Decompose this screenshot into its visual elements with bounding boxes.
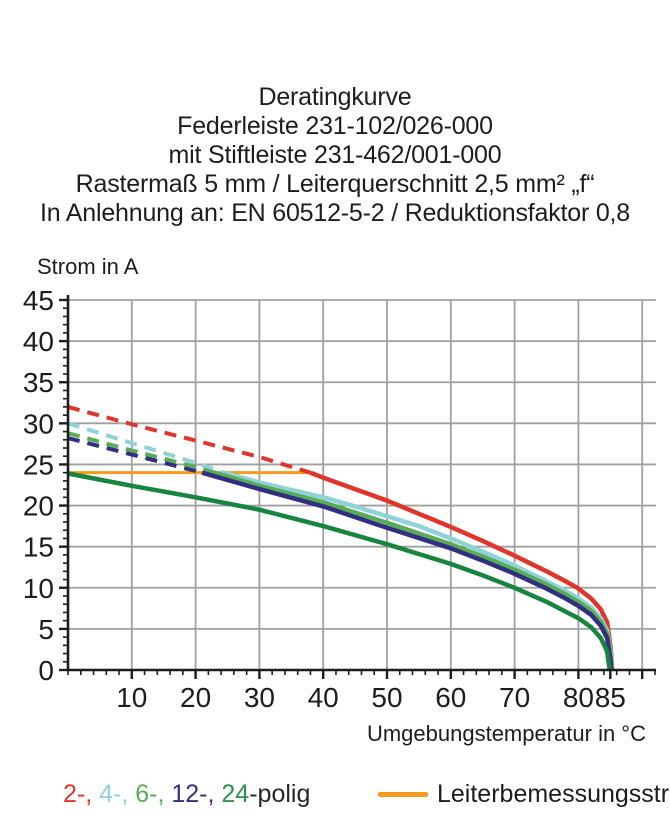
title-line-1: Deratingkurve bbox=[258, 83, 412, 111]
x-tick-label: 70 bbox=[499, 682, 530, 713]
x-tick-label: 20 bbox=[180, 682, 211, 713]
curve-solid-6-polig bbox=[214, 470, 614, 671]
y-tick-label: 30 bbox=[23, 408, 54, 439]
y-tick-label: 40 bbox=[23, 326, 54, 357]
title-line-2: Federleiste 231-102/026-000 bbox=[177, 112, 493, 140]
legend-pole-label: 6-, bbox=[135, 780, 172, 808]
title-line-3: mit Stiftleiste 231-462/001-000 bbox=[168, 141, 502, 169]
y-tick-label: 5 bbox=[38, 614, 54, 645]
curve-dashed-4-polig bbox=[67, 421, 225, 475]
curve-dashed-2-polig bbox=[67, 404, 311, 475]
legend-pole-label: 24 bbox=[221, 780, 250, 808]
legend-pole-label: -polig bbox=[249, 780, 311, 808]
legend-pole-label: 4-, bbox=[99, 780, 136, 808]
title-line-5: In Anlehnung an: EN 60512-5-2 / Reduktio… bbox=[39, 199, 630, 227]
y-tick-label: 10 bbox=[23, 573, 54, 604]
x-tick-label: 80 bbox=[563, 682, 594, 713]
legend-row: 2-, 4-, 6-, 12-, 24-polig Leiterbemessun… bbox=[0, 780, 670, 820]
y-tick-label: 35 bbox=[23, 367, 54, 398]
title-line-4: Rastermaß 5 mm / Leiterquerschnitt 2,5 m… bbox=[75, 170, 595, 198]
x-tick-label: 50 bbox=[371, 682, 402, 713]
x-tick-label: 10 bbox=[116, 682, 147, 713]
y-tick-label: 45 bbox=[23, 285, 54, 316]
x-tick-label: 30 bbox=[244, 682, 275, 713]
y-tick-label: 20 bbox=[23, 491, 54, 522]
x-tick-label: 85 bbox=[595, 682, 626, 713]
y-tick-label: 0 bbox=[38, 655, 54, 686]
ticks bbox=[59, 298, 656, 679]
legend-pole-counts: 2-, 4-, 6-, 12-, 24-polig bbox=[63, 780, 310, 809]
y-axis-title: Strom in A bbox=[37, 254, 139, 279]
legend-rated-current: Leiterbemessungsstrom bbox=[378, 780, 670, 809]
curve-solid-2-polig bbox=[309, 470, 615, 671]
x-tick-label: 60 bbox=[435, 682, 466, 713]
rated-current-label: Leiterbemessungsstrom bbox=[437, 780, 670, 808]
y-tick-label: 25 bbox=[23, 449, 54, 480]
curve-dashed-6-polig bbox=[67, 431, 216, 475]
gridlines bbox=[68, 299, 656, 670]
chart-title-block: Deratingkurve Federleiste 231-102/026-00… bbox=[0, 83, 670, 228]
curve-solid-12-polig bbox=[201, 470, 614, 671]
curve-solid-4-polig bbox=[223, 470, 615, 671]
x-axis-title: Umgebungstemperatur in °C bbox=[366, 721, 646, 746]
legend-pole-label: 12-, bbox=[171, 780, 222, 808]
y-tick-label: 15 bbox=[23, 532, 54, 563]
rated-current-line-swatch bbox=[378, 792, 428, 797]
curve-solid-24-polig bbox=[67, 471, 612, 671]
tick-labels: 0 5 10 15 20 25 30 35 40 45 10 20 30 40 50 60 70 80 85 bbox=[23, 285, 626, 713]
x-tick-label: 40 bbox=[308, 682, 339, 713]
legend-pole-label: 2-, bbox=[63, 780, 100, 808]
derating-chart-svg: 0 5 10 15 20 25 30 35 40 45 10 20 30 40 50 60 70 80 85 bbox=[23, 285, 656, 713]
